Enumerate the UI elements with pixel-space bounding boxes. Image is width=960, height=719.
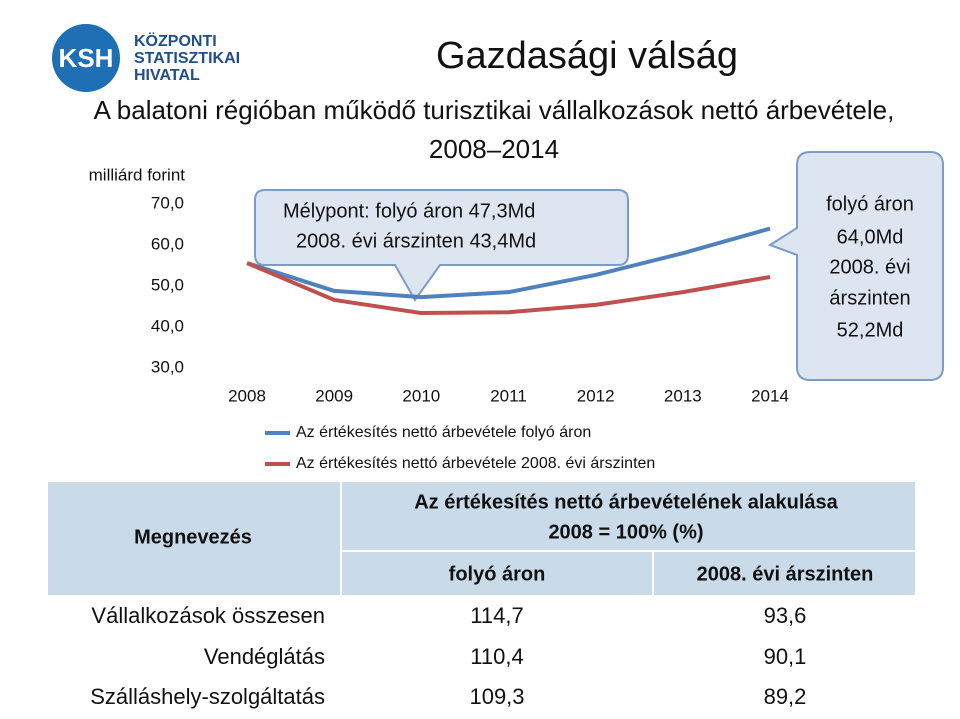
callout-text: 2008. évi árszinten 43,4Md xyxy=(296,230,536,252)
row-label: Vendéglátás xyxy=(204,644,325,669)
table-header: Az értékesítés nettó árbevételének alaku… xyxy=(414,491,838,513)
y-tick-label: 70,0 xyxy=(151,193,184,212)
x-tick-label: 2013 xyxy=(664,386,702,405)
table-header-cell xyxy=(342,552,652,595)
x-tick-label: 2008 xyxy=(228,386,266,405)
callout-text: folyó áron xyxy=(826,193,914,215)
table-header: 2008. évi árszinten xyxy=(697,563,874,585)
legend-label: Az értékesítés nettó árbevétele folyó ár… xyxy=(296,424,591,441)
callout-text: árszinten xyxy=(829,287,910,309)
x-tick-label: 2009 xyxy=(315,386,353,405)
x-tick-label: 2014 xyxy=(751,386,789,405)
cell: 109,3 xyxy=(469,684,524,709)
table-header-cell xyxy=(48,482,340,595)
table-header-cell xyxy=(342,482,915,550)
logo-line: STATISZTIKAI xyxy=(134,50,240,67)
callout-text: 64,0Md xyxy=(837,226,904,248)
y-tick-label: 50,0 xyxy=(151,275,184,294)
callout-text: 52,2Md xyxy=(837,319,904,341)
cell: 93,6 xyxy=(764,603,807,628)
table-header: 2008 = 100% (%) xyxy=(548,521,703,543)
y-tick-label: 40,0 xyxy=(151,316,184,335)
callout-text: 2008. évi xyxy=(829,256,910,278)
callout-text: Mélypont: folyó áron 47,3Md xyxy=(283,200,535,222)
subtitle: A balatoni régióban működő turisztikai v… xyxy=(94,95,895,125)
logo-circle xyxy=(52,24,120,92)
logo-abbr: KSH xyxy=(59,43,114,73)
table-header: folyó áron xyxy=(449,563,546,585)
callout xyxy=(254,189,629,302)
legend-label: Az értékesítés nettó árbevétele 2008. év… xyxy=(296,455,655,472)
series-line xyxy=(246,226,771,300)
table-header-cell xyxy=(654,552,915,595)
logo-line: HIVATAL xyxy=(134,67,200,84)
x-tick-label: 2010 xyxy=(402,386,440,405)
row-label: Szálláshely-szolgáltatás xyxy=(90,684,325,709)
cell: 110,4 xyxy=(470,644,523,669)
y-tick-label: 60,0 xyxy=(151,234,184,253)
title: Gazdasági válság xyxy=(436,35,738,77)
subtitle: 2008–2014 xyxy=(429,134,559,164)
x-tick-label: 2011 xyxy=(490,386,527,405)
callout xyxy=(767,151,944,381)
logo-line: KÖZPONTI xyxy=(134,31,217,50)
y-tick-label: 30,0 xyxy=(151,357,184,376)
series-line xyxy=(246,261,771,316)
x-tick-label: 2012 xyxy=(577,386,615,405)
chart: 30,0 40,0 50,0 60,0 70,0 2008 2009 2010 2011 2012… xyxy=(151,193,789,472)
cell: 89,2 xyxy=(764,684,807,709)
row-label: Vállalkozások összesen xyxy=(91,603,325,628)
y-axis-label: milliárd forint xyxy=(89,165,186,184)
table-header: Megnevezés xyxy=(134,526,252,548)
cell: 90,1 xyxy=(764,644,807,669)
cell: 114,7 xyxy=(470,603,523,628)
